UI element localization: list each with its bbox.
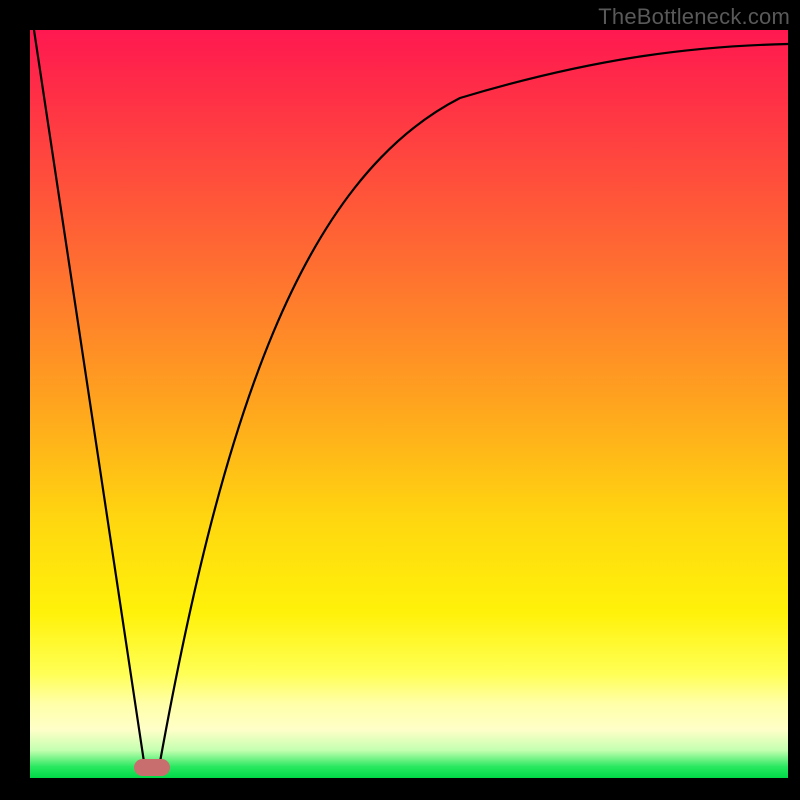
bottleneck-curve — [34, 30, 788, 762]
watermark-text: TheBottleneck.com — [598, 4, 790, 30]
frame-border-right — [788, 0, 800, 800]
optimal-marker — [134, 759, 170, 776]
plot-area — [30, 30, 788, 778]
frame-border-left — [0, 0, 30, 800]
bottleneck-chart: TheBottleneck.com — [0, 0, 800, 800]
frame-border-bottom — [0, 778, 800, 800]
curve-layer — [30, 30, 788, 778]
